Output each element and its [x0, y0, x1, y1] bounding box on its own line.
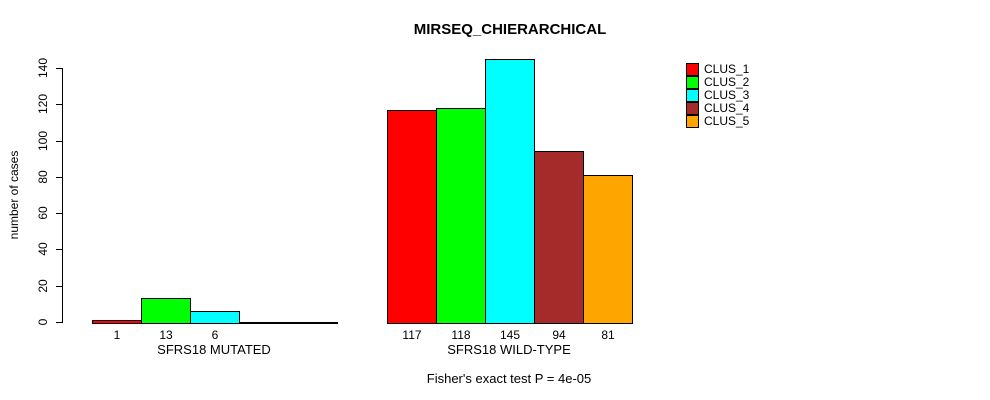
y-tick — [56, 286, 62, 287]
y-tick — [56, 68, 62, 69]
legend-item-label: CLUS_5 — [704, 114, 750, 128]
y-axis-title: number of cases — [7, 150, 21, 240]
bar-value-label: 145 — [499, 328, 521, 342]
legend-item-clus_5: CLUS_5 — [686, 115, 749, 128]
bar-value-label: 13 — [159, 328, 173, 342]
bar-wild-type-clus_3 — [485, 59, 535, 324]
x-group-label-wild-type: SFRS18 WILD-TYPE — [447, 342, 571, 357]
legend-swatch-clus_2 — [686, 76, 699, 89]
caption: Fisher's exact test P = 4e-05 — [426, 371, 592, 386]
legend-item-label: CLUS_4 — [704, 101, 750, 115]
legend-item-clus_1: CLUS_1 — [686, 63, 749, 76]
y-tick-label: 60 — [36, 206, 50, 220]
bar-value-label: 6 — [211, 328, 219, 342]
y-axis-line — [62, 68, 63, 323]
bar-value-label: 118 — [451, 328, 471, 342]
x-group-label-mutated: SFRS18 MUTATED — [157, 342, 271, 357]
bar-value-label: 1 — [113, 328, 121, 342]
legend-swatch-clus_4 — [686, 102, 699, 115]
bar-value-label: 94 — [552, 328, 566, 342]
legend-item-clus_2: CLUS_2 — [686, 76, 749, 89]
y-tick — [56, 213, 62, 214]
y-tick-label: 120 — [36, 93, 50, 115]
bar-wild-type-clus_2 — [436, 108, 486, 324]
bar-mutated-clus_3 — [190, 311, 240, 324]
legend-item-label: CLUS_3 — [704, 88, 750, 102]
bar-wild-type-clus_1 — [387, 110, 437, 324]
legend-swatch-clus_3 — [686, 89, 699, 102]
legend-item-label: CLUS_2 — [704, 75, 750, 89]
y-tick-label: 140 — [36, 57, 50, 79]
legend-item-label: CLUS_1 — [704, 62, 750, 76]
bar-wild-type-clus_4 — [534, 151, 584, 324]
legend-item-clus_4: CLUS_4 — [686, 102, 749, 115]
y-tick-label: 40 — [36, 242, 50, 256]
bar-mutated-clus_1 — [92, 320, 142, 324]
y-tick — [56, 322, 62, 323]
legend-swatch-clus_1 — [686, 63, 699, 76]
legend-item-clus_3: CLUS_3 — [686, 89, 749, 102]
bar-value-label: 81 — [601, 328, 615, 342]
bar-value-label: 117 — [402, 328, 422, 342]
legend-swatch-clus_5 — [686, 115, 699, 128]
bar-mutated-clus_2 — [141, 298, 191, 324]
y-tick-label: 80 — [36, 170, 50, 184]
y-tick — [56, 249, 62, 250]
y-tick — [56, 177, 62, 178]
y-tick-label: 0 — [36, 318, 50, 326]
y-tick-label: 100 — [36, 130, 50, 152]
y-tick — [56, 141, 62, 142]
y-tick-label: 20 — [36, 279, 50, 293]
y-tick — [56, 104, 62, 105]
chart-title: MIRSEQ_CHIERARCHICAL — [413, 21, 607, 38]
bar-wild-type-clus_5 — [583, 175, 633, 324]
legend: CLUS_1 CLUS_2 CLUS_3 CLUS_4 CLUS_5 — [686, 63, 749, 128]
